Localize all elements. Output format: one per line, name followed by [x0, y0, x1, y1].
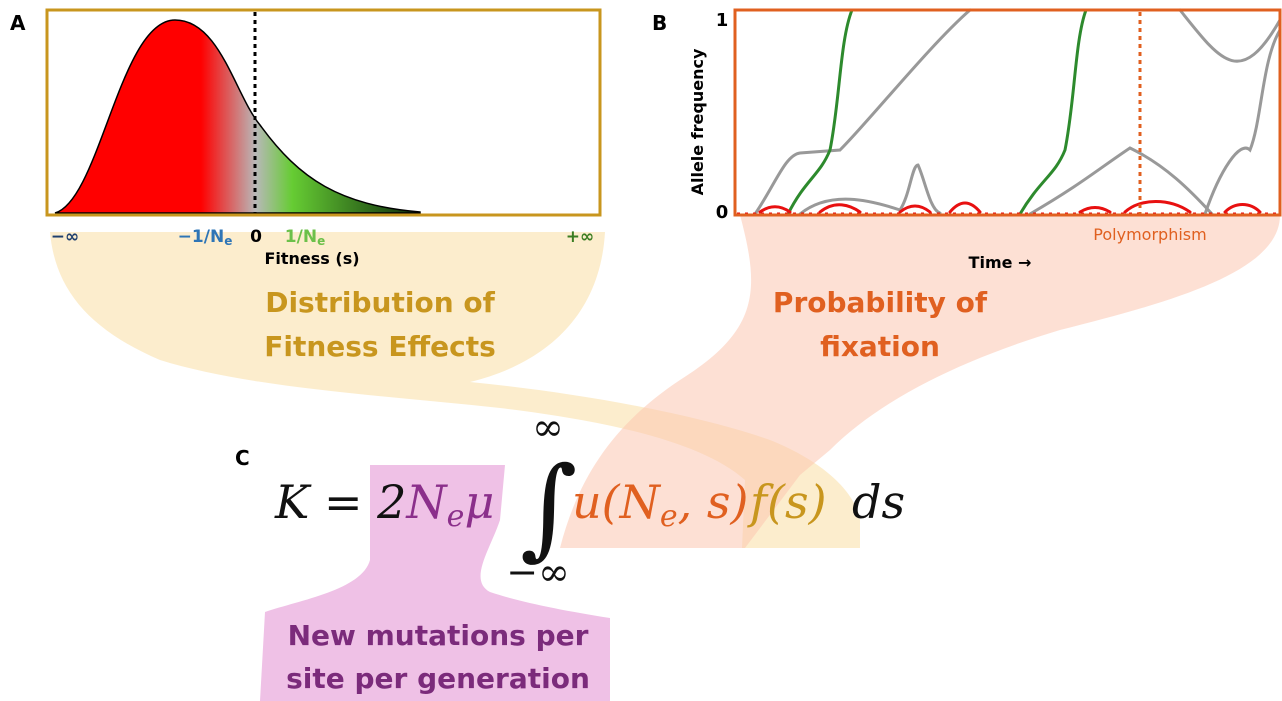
- tick-label: −1/Ne: [178, 227, 233, 248]
- tick-label: +∞: [566, 227, 594, 247]
- integral-bound: ∞: [532, 405, 564, 449]
- caption: New mutations per: [288, 619, 589, 652]
- trajectory: [1178, 8, 1282, 63]
- caption: fixation: [820, 330, 940, 363]
- trajectories: [753, 8, 1282, 216]
- trajectory: [786, 8, 854, 216]
- panel-a-frame: [45, 8, 602, 217]
- panel-label: B: [652, 11, 667, 35]
- caption: Distribution of: [265, 286, 495, 319]
- trajectory: [1018, 8, 1088, 216]
- panel-b-frame: [733, 8, 1282, 217]
- caption: Probability of: [773, 286, 988, 319]
- trajectory: [1203, 28, 1282, 216]
- equation-part: K = 2Neμ: [274, 475, 494, 534]
- axis-label: Time →: [969, 253, 1032, 272]
- panel-label: A: [10, 11, 26, 35]
- dfe-curve: [54, 19, 421, 214]
- mutation-blob: [260, 465, 610, 701]
- equation-part: ds: [852, 475, 905, 529]
- integral: ∫: [520, 443, 577, 571]
- tick-label: 1/Ne: [285, 227, 325, 248]
- fixation-blob: [560, 215, 1280, 548]
- integral-bound: −∞: [506, 550, 570, 594]
- trajectory: [1028, 146, 1214, 216]
- panel-label: C: [235, 446, 250, 470]
- trajectory: [753, 8, 972, 216]
- axis-label: Allele frequency: [688, 48, 707, 195]
- tick-label: 0: [250, 227, 262, 247]
- dfe-blob: [50, 232, 860, 548]
- caption: site per generation: [286, 662, 590, 695]
- axis-label: Fitness (s): [264, 249, 359, 268]
- trajectory: [798, 163, 942, 216]
- equation-part: u(Ne, s): [572, 475, 748, 534]
- trajectory: [758, 200, 1262, 214]
- equation-part: f(s): [747, 475, 827, 529]
- tick-label: 0: [716, 202, 729, 223]
- caption: Fitness Effects: [264, 330, 496, 363]
- tick-label: −∞: [51, 227, 79, 247]
- tick-label: 1: [716, 10, 729, 31]
- annotation: Polymorphism: [1093, 225, 1206, 244]
